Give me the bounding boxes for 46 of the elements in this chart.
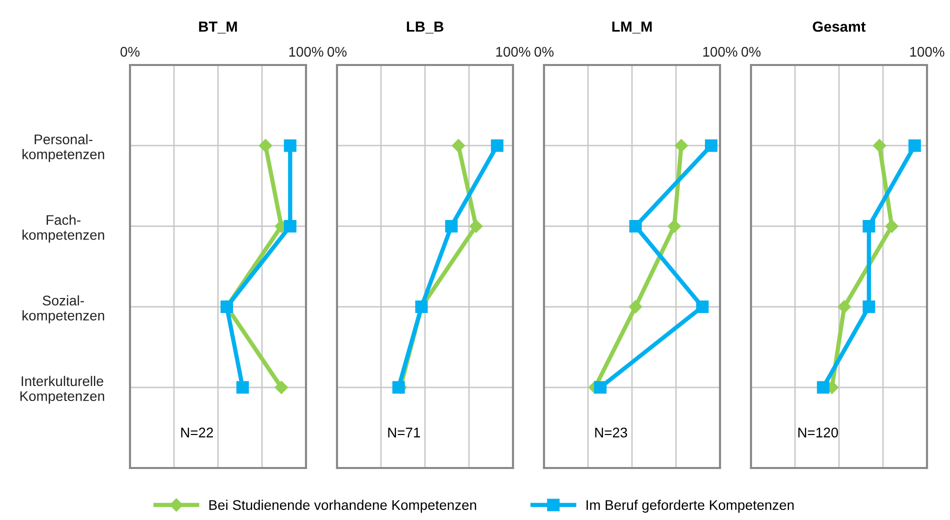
point <box>862 220 876 232</box>
point <box>668 220 681 233</box>
x-tick-label: 0% <box>534 46 554 57</box>
x-tick-label: 100% <box>289 46 324 57</box>
x-tick-label: 0% <box>742 46 761 57</box>
point <box>838 300 851 314</box>
chart-title: BT_M <box>199 22 237 34</box>
x-tick-label: 100% <box>910 46 944 57</box>
y-tick-label: Sozial- kompetenzen <box>22 295 104 324</box>
point <box>885 220 898 233</box>
point <box>452 139 466 152</box>
point <box>594 381 607 394</box>
point <box>908 139 921 152</box>
point <box>490 139 504 152</box>
y-tick-label: Personal- kompetenzen <box>22 134 104 162</box>
point <box>445 220 458 232</box>
point <box>872 139 886 152</box>
annotation: N=22 <box>181 428 213 438</box>
point <box>274 380 288 394</box>
point <box>704 139 718 152</box>
point <box>258 139 272 152</box>
point <box>469 220 483 233</box>
point <box>629 220 642 232</box>
annotation: N=23 <box>595 428 628 438</box>
legend-label: Im Beruf geforderte Kompetenzen <box>586 500 794 513</box>
x-tick-label: 100% <box>496 46 530 57</box>
point <box>816 381 830 394</box>
chart-title: Gesamt <box>812 21 866 32</box>
point <box>392 381 405 394</box>
legend-label: Bei Studienende vorhandene Kompetenzen <box>209 500 476 513</box>
point <box>674 139 688 152</box>
point <box>284 139 296 152</box>
y-tick-label: Fach- kompetenzen <box>22 214 104 243</box>
x-tick-label: 0% <box>120 46 140 57</box>
annotation: N=71 <box>388 428 420 438</box>
x-tick-label: 0% <box>328 46 347 57</box>
point <box>236 381 249 394</box>
x-tick-label: 100% <box>703 46 738 57</box>
point <box>284 220 296 232</box>
point <box>628 300 642 314</box>
chart-title: LB_B <box>406 22 444 34</box>
y-tick-label: Interkulturelle Kompetenzen <box>20 376 104 404</box>
point <box>862 300 876 314</box>
point <box>696 300 709 314</box>
chart-title: LM_M <box>612 22 652 34</box>
annotation: N=120 <box>798 428 838 438</box>
